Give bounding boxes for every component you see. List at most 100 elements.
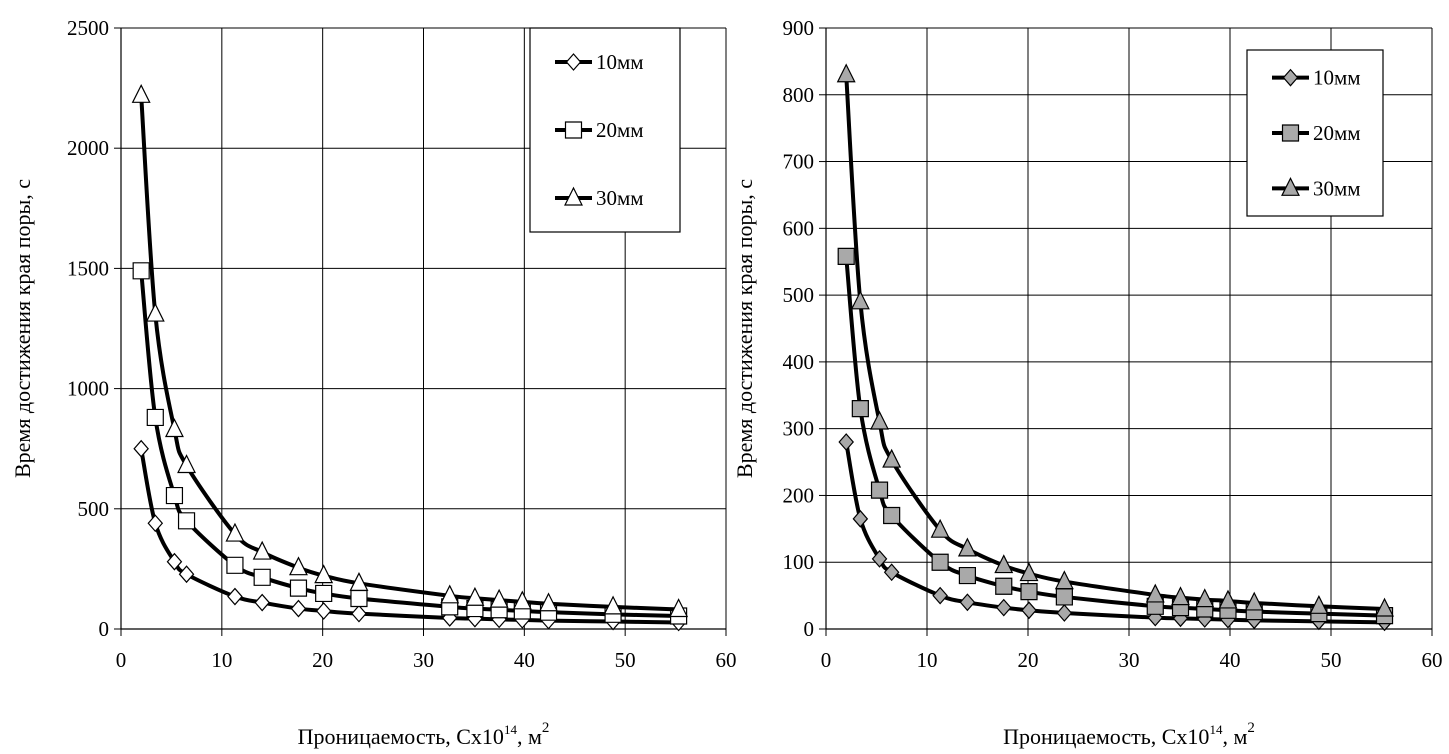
legend-triangle-marker [1281, 176, 1300, 196]
data-point-square-marker [289, 579, 308, 597]
data-point-triangle-marker [1218, 589, 1238, 609]
data-point-square-marker [1020, 583, 1038, 601]
legend-square-marker [1281, 124, 1300, 142]
y-tick-label: 1500 [67, 256, 109, 280]
legend-diamond-marker [565, 53, 582, 71]
x-axis-title-unit: , м [1222, 724, 1247, 749]
legend-triangle-marker [564, 186, 583, 206]
data-point-diamond-marker [133, 439, 149, 458]
data-point-diamond-marker [315, 602, 332, 620]
x-tick-label: 40 [514, 648, 535, 672]
data-point-triangle-marker [930, 518, 950, 538]
data-point-square-marker [883, 506, 901, 525]
data-point-triangle-marker [489, 588, 509, 608]
y-tick-label: 400 [783, 350, 815, 374]
data-point-triangle-marker [1054, 570, 1074, 590]
x-tick-label: 40 [1220, 648, 1241, 672]
data-point-square-marker [226, 556, 244, 574]
y-tick-label: 600 [783, 216, 815, 240]
x-tick-label: 30 [1119, 648, 1140, 672]
x-axis-title-unit-exponent: 2 [1247, 720, 1255, 736]
y-tick-label: 2500 [67, 16, 109, 40]
data-point-triangle-marker [870, 410, 890, 430]
y-tick-label: 900 [783, 16, 815, 40]
data-point-triangle-marker [669, 598, 689, 618]
data-point-triangle-marker [539, 592, 559, 612]
data-point-triangle-marker [225, 522, 245, 542]
y-tick-label: 100 [783, 550, 815, 574]
data-point-triangle-marker [164, 418, 184, 438]
legend-label: 20мм [596, 118, 644, 142]
data-point-square-marker [958, 566, 976, 585]
y-axis-title: Время достижения края поры, с [10, 179, 35, 478]
x-tick-label: 60 [716, 648, 737, 672]
right-chart-panel: 0 100 200 300 400 500 600 700 800 900 0 10 20 30 40 50 6… [732, 16, 1443, 749]
data-point-triangle-marker [603, 595, 623, 615]
x-tick-label: 60 [1422, 648, 1443, 672]
data-point-triangle-marker [440, 584, 460, 604]
data-point-diamond-marker [166, 552, 183, 571]
y-tick-label: 300 [783, 417, 815, 441]
data-point-square-marker [146, 408, 164, 427]
data-point-diamond-marker [147, 514, 164, 533]
data-point-triangle-marker [882, 448, 902, 468]
y-axis-title: Время достижения края поры, с [732, 179, 757, 478]
data-point-diamond-marker [254, 593, 270, 612]
y-tick-label: 0 [99, 617, 110, 641]
data-point-triangle-marker [1375, 597, 1395, 617]
x-tick-label: 10 [917, 648, 938, 672]
x-axis-title-unit-exponent: 2 [542, 720, 550, 736]
data-point-square-marker [132, 262, 150, 280]
data-point-diamond-marker [1056, 604, 1073, 622]
y-tick-label: 700 [783, 150, 815, 174]
x-tick-label: 50 [1321, 648, 1342, 672]
x-axis-title-main: Проницаемость, Cx10 [298, 724, 504, 749]
data-point-square-marker [837, 247, 855, 265]
data-point-triangle-marker [1019, 562, 1039, 582]
data-point-triangle-marker [1309, 594, 1329, 614]
data-point-triangle-marker [131, 83, 151, 103]
data-point-triangle-marker [836, 63, 856, 83]
data-point-diamond-marker [883, 563, 900, 582]
data-point-diamond-marker [871, 549, 888, 568]
y-tick-label: 200 [783, 483, 815, 507]
data-point-triangle-marker [1171, 586, 1190, 606]
data-point-diamond-marker [290, 599, 307, 618]
data-point-triangle-marker [349, 571, 369, 591]
data-point-diamond-marker [995, 598, 1012, 617]
x-tick-label: 10 [211, 648, 232, 672]
data-point-diamond-marker [227, 587, 243, 606]
left-chart-panel: 0 500 1000 1500 2000 2500 0 10 20 30 40 50 60 Время д… [10, 16, 737, 749]
x-tick-label: 20 [1018, 648, 1039, 672]
data-point-square-marker [165, 486, 184, 505]
data-point-square-marker [995, 577, 1013, 595]
y-tick-label: 2000 [67, 136, 109, 160]
data-point-triangle-marker [512, 590, 532, 610]
data-point-diamond-marker [838, 433, 854, 451]
legend-label: 20мм [1313, 121, 1361, 145]
legend-box [1246, 49, 1384, 217]
data-point-triangle-marker [145, 302, 165, 322]
data-point-square-marker [177, 512, 196, 530]
data-point-triangle-marker [994, 554, 1014, 574]
x-tick-label: 50 [615, 648, 636, 672]
y-tick-label: 800 [783, 83, 815, 107]
legend-square-marker [564, 121, 583, 139]
x-tick-label: 0 [821, 648, 832, 672]
legend-label: 30мм [596, 186, 644, 210]
data-point-diamond-marker [178, 565, 195, 584]
data-point-triangle-marker [1244, 591, 1264, 611]
data-point-square-marker [870, 481, 889, 499]
y-tick-label: 1000 [67, 377, 109, 401]
series-line-10мм [139, 448, 679, 625]
x-axis-title-main: Проницаемость, Cx10 [1003, 724, 1209, 749]
data-point-triangle-marker [314, 564, 334, 584]
data-point-square-marker [315, 584, 333, 603]
x-axis-title: Проницаемость, Cx1014, м2 [1003, 720, 1255, 749]
data-point-triangle-marker [1195, 588, 1215, 608]
data-point-diamond-marker [1021, 601, 1037, 620]
data-point-square-marker [350, 589, 368, 608]
legend-label: 30мм [1313, 176, 1361, 200]
legend-label: 10мм [1313, 66, 1361, 90]
